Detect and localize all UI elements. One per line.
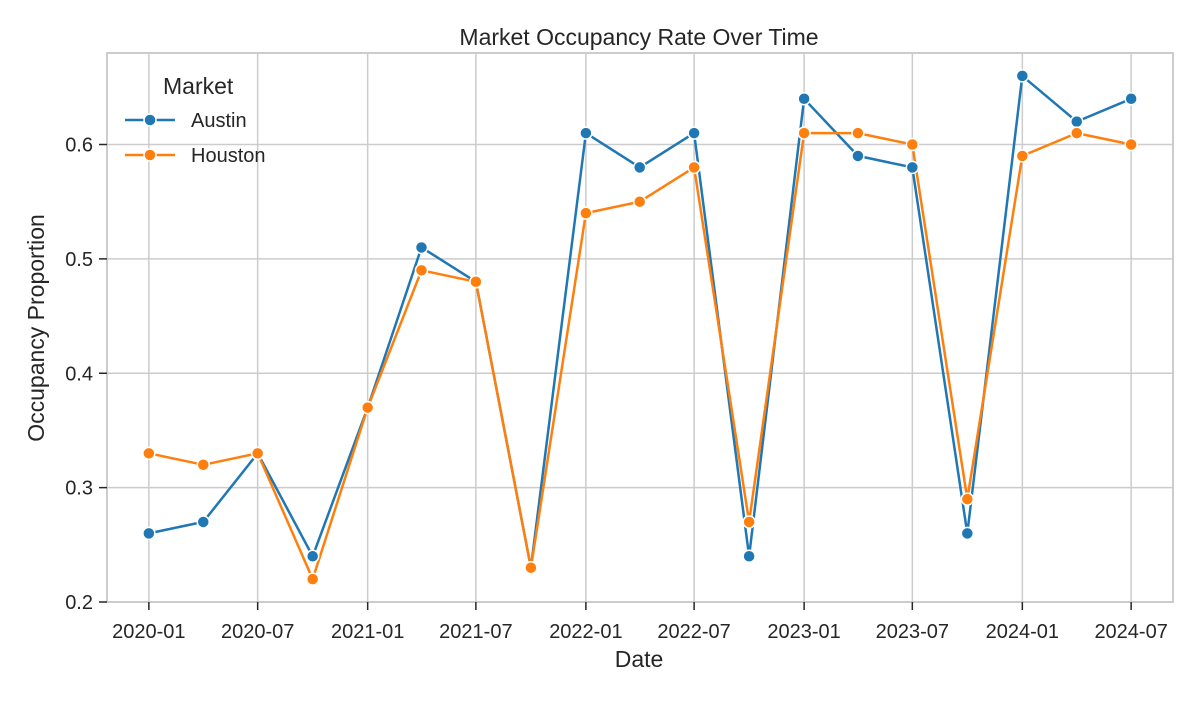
data-point-houston xyxy=(797,126,811,140)
data-point-houston xyxy=(196,458,211,472)
data-point-houston xyxy=(524,560,538,575)
y-tick-label: 0.5 xyxy=(65,249,93,271)
data-point-austin xyxy=(1069,114,1084,129)
data-point-houston xyxy=(742,515,756,529)
data-point-austin xyxy=(414,240,429,255)
data-point-austin xyxy=(960,526,975,541)
data-point-austin xyxy=(1124,92,1138,106)
data-point-houston xyxy=(414,263,429,278)
x-tick-label: 2024-01 xyxy=(986,621,1059,643)
series-markers xyxy=(142,69,1138,586)
legend-title: Market xyxy=(163,73,234,99)
chart-title: Market Occupancy Rate Over Time xyxy=(459,24,818,50)
data-point-houston xyxy=(1069,126,1084,140)
x-tick-label: 2021-01 xyxy=(331,621,404,643)
legend: Market Austin Houston xyxy=(125,73,266,167)
y-tick-label: 0.6 xyxy=(65,135,93,157)
data-point-houston xyxy=(632,194,647,209)
x-tick-label: 2020-07 xyxy=(221,621,294,643)
data-point-houston xyxy=(250,446,265,461)
data-point-houston xyxy=(960,492,975,506)
data-point-houston xyxy=(851,126,865,140)
x-tick-label: 2024-07 xyxy=(1094,621,1167,643)
legend-marker-austin xyxy=(143,113,157,127)
data-point-austin xyxy=(305,549,320,563)
data-point-houston xyxy=(360,400,375,415)
legend-label-houston: Houston xyxy=(191,145,266,167)
data-point-austin xyxy=(905,160,920,175)
legend-label-austin: Austin xyxy=(191,110,247,132)
data-point-houston xyxy=(1124,137,1138,152)
data-point-austin xyxy=(632,160,647,175)
y-tick-label: 0.3 xyxy=(65,478,93,500)
y-axis-label: Occupancy Proportion xyxy=(23,214,49,442)
data-point-austin xyxy=(797,92,811,106)
data-point-austin xyxy=(687,126,701,140)
x-tick-label: 2020-01 xyxy=(112,621,185,643)
x-tick-label: 2023-01 xyxy=(767,621,840,643)
data-point-houston xyxy=(142,446,156,461)
data-point-houston xyxy=(469,275,483,289)
y-tick-label: 0.4 xyxy=(65,363,93,385)
data-point-austin xyxy=(196,515,211,529)
data-point-austin xyxy=(142,526,156,541)
x-tick-label: 2022-01 xyxy=(549,621,622,643)
x-axis-label: Date xyxy=(615,646,664,672)
data-point-austin xyxy=(851,149,865,163)
data-point-austin xyxy=(579,126,593,140)
data-point-austin xyxy=(1015,69,1030,83)
x-tick-label: 2023-07 xyxy=(876,621,949,643)
y-tick-label: 0.2 xyxy=(65,592,93,614)
x-tick-label: 2022-07 xyxy=(657,621,730,643)
grid xyxy=(107,53,1173,603)
data-point-houston xyxy=(905,137,920,152)
data-point-houston xyxy=(1015,149,1030,163)
plot-frame xyxy=(106,52,1174,603)
data-point-houston xyxy=(687,160,701,175)
data-point-houston xyxy=(305,572,320,586)
data-point-houston xyxy=(579,206,593,220)
axes: 0.2 0.3 0.4 0.5 0.6 2020-01 2020-07 2021-01 2021… xyxy=(65,52,1174,643)
x-tick-label: 2021-07 xyxy=(439,621,512,643)
legend-marker-houston xyxy=(143,148,157,162)
data-point-austin xyxy=(742,549,756,563)
